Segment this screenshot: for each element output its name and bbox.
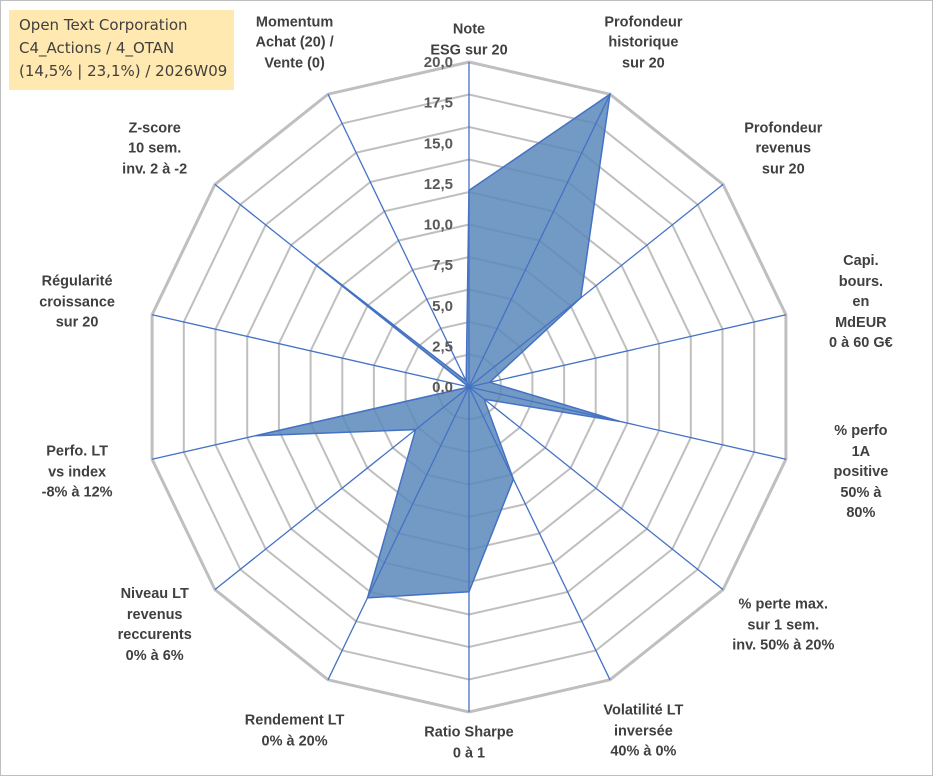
tick-labels: 0,02,55,07,510,012,515,017,520,0	[424, 54, 453, 396]
axis-label: Régularité croissance sur 20	[39, 271, 115, 333]
axis-label: Ratio Sharpe 0 à 1	[424, 723, 513, 764]
axis-label: % perfo 1A positive 50% à 80%	[825, 421, 896, 524]
performance-week: (14,5% | 23,1%) / 2026W09	[19, 60, 224, 83]
axis-label: Niveau LT revenus reccurents 0% à 6%	[118, 584, 192, 666]
axis-label: Note ESG sur 20	[430, 20, 507, 61]
axis-label: Z-score 10 sem. inv. 2 à -2	[122, 118, 187, 180]
tick-label: 15,0	[424, 135, 453, 152]
axis-label: Rendement LT 0% à 20%	[245, 711, 345, 752]
axis-label: % perte max. sur 1 sem. inv. 50% à 20%	[732, 594, 834, 656]
axis-label: Perfo. LT vs index -8% à 12%	[42, 441, 113, 503]
axis-label: Profondeur revenus sur 20	[744, 118, 822, 180]
tick-label: 0,0	[432, 379, 453, 396]
axis-label: Momentum Achat (20) / Vente (0)	[256, 12, 334, 74]
tick-label: 2,5	[432, 338, 453, 355]
axis-label: Profondeur historique sur 20	[604, 12, 682, 74]
tick-label: 7,5	[432, 257, 453, 274]
axis-label: Capi. bours. en MdEUR 0 à 60 G€	[825, 251, 896, 354]
tick-label: 12,5	[424, 176, 453, 193]
tick-label: 17,5	[424, 95, 453, 112]
tick-label: 5,0	[432, 298, 453, 315]
axis-label: Volatilité LT inversée 40% à 0%	[603, 700, 683, 762]
portfolio-code: C4_Actions / 4_OTAN	[19, 37, 224, 60]
tick-label: 10,0	[424, 217, 453, 234]
company-name: Open Text Corporation	[19, 14, 224, 37]
info-box: Open Text Corporation C4_Actions / 4_OTA…	[9, 10, 234, 90]
